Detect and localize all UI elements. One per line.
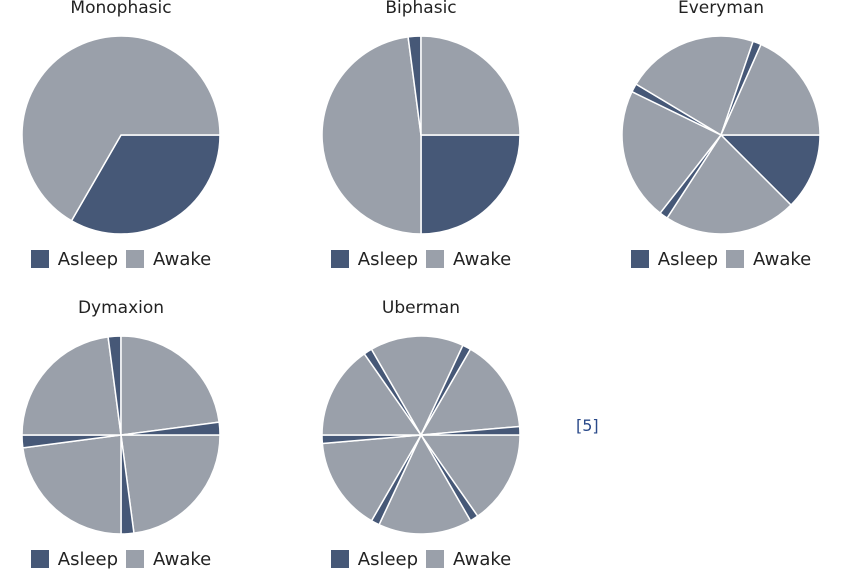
chart-legend: Asleep Awake [601, 247, 841, 271]
chart-legend: Asleep Awake [1, 547, 241, 571]
reference-link[interactable]: [5] [576, 416, 599, 435]
pie-svg [621, 35, 821, 235]
pie-slice-awake [120, 434, 221, 534]
asleep-swatch [30, 250, 49, 268]
legend-item-asleep: Asleep [330, 548, 419, 570]
pie-chart-monophasic: Monophasic Asleep Awake [1, 0, 241, 280]
legend-label: Asleep [357, 548, 419, 570]
legend-label: Asleep [357, 248, 419, 270]
awake-swatch [126, 550, 145, 568]
legend-label: Asleep [657, 248, 719, 270]
pie-slice-awake [666, 134, 792, 235]
pie-slice-asleep [120, 421, 221, 436]
chart-title: Monophasic [70, 0, 172, 18]
legend-label: Asleep [57, 248, 119, 270]
pie-slice-awake [321, 353, 422, 436]
pie-slice-awake [420, 35, 521, 136]
pie-slice-awake [420, 434, 521, 517]
pie-slice-awake [635, 35, 754, 136]
chart-legend: Asleep Awake [301, 247, 541, 271]
legend-item-awake: Awake [426, 249, 511, 270]
pie-chart-dymaxion: Dymaxion Asleep Awake [1, 298, 241, 580]
pie-svg [21, 335, 221, 535]
pie-svg [321, 35, 521, 235]
legend-label: Asleep [57, 548, 119, 570]
chart-title: Dymaxion [77, 298, 165, 318]
asleep-swatch [330, 250, 349, 268]
pie-slice-awake [22, 434, 122, 535]
pie-slice-awake [621, 90, 722, 214]
pie-slice-asleep [420, 134, 521, 235]
legend-label: Awake [453, 548, 512, 570]
legend-label: Awake [453, 248, 512, 270]
pie-chart-everyman: Everyman Asleep Awake [601, 0, 841, 280]
legend-item-asleep: Asleep [30, 248, 119, 270]
legend-item-awake: Awake [126, 249, 211, 270]
chart-title: Biphasic [385, 0, 457, 18]
pie-slice-awake [420, 348, 521, 436]
chart-legend: Asleep Awake [1, 247, 241, 271]
pie-slice-asleep [70, 134, 221, 235]
legend-label: Awake [153, 548, 212, 570]
awake-swatch [426, 250, 445, 268]
pie-slice-awake [120, 335, 220, 436]
pie-svg [21, 35, 221, 235]
chart-title: Uberman [381, 298, 461, 318]
awake-swatch [426, 550, 445, 568]
pie-chart-biphasic: Biphasic Asleep Awake [301, 0, 541, 280]
pie-slice-asleep [720, 134, 821, 206]
legend-label: Awake [753, 248, 812, 270]
asleep-swatch [330, 550, 349, 568]
pie-slice-awake [321, 434, 422, 522]
pie-slice-asleep [420, 425, 521, 436]
legend-item-asleep: Asleep [630, 248, 719, 270]
pie-slice-awake [21, 35, 221, 222]
awake-swatch [726, 250, 745, 268]
pie-slice-awake [720, 43, 821, 136]
awake-swatch [126, 250, 145, 268]
chart-legend: Asleep Awake [301, 547, 541, 571]
pie-slice-awake [370, 335, 464, 436]
legend-label: Awake [153, 248, 212, 270]
pie-chart-uberman: Uberman Asleep Awake [301, 298, 541, 580]
chart-title: Everyman [677, 0, 765, 18]
asleep-swatch [630, 250, 649, 268]
legend-item-asleep: Asleep [30, 548, 119, 570]
pie-slice-awake [378, 434, 472, 535]
pie-svg [321, 335, 521, 535]
legend-item-awake: Awake [426, 549, 511, 570]
pie-slice-awake [21, 336, 122, 436]
legend-item-awake: Awake [126, 549, 211, 570]
pie-slice-awake [321, 36, 422, 235]
asleep-swatch [30, 550, 49, 568]
legend-item-asleep: Asleep [330, 248, 419, 270]
legend-item-awake: Awake [726, 249, 811, 270]
